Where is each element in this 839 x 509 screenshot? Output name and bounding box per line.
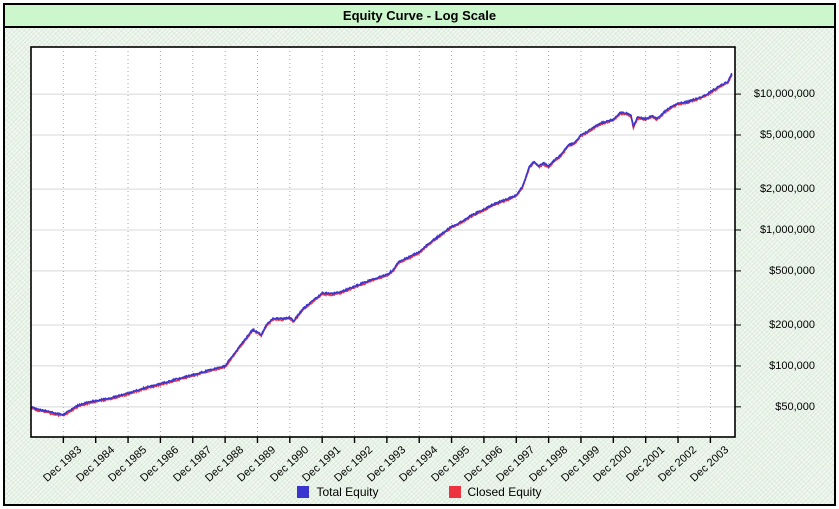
legend-item-closed-equity: Closed Equity [448,484,542,499]
legend-item-total-equity: Total Equity [297,484,379,499]
legend-label-closed-equity: Closed Equity [467,484,542,499]
chart-title: Equity Curve - Log Scale [342,8,497,23]
closed-equity-swatch-icon [448,485,461,498]
title-bar: Equity Curve - Log Scale [5,5,834,28]
chart-background [5,28,834,504]
total-equity-swatch-icon [297,485,310,498]
chart-frame: Equity Curve - Log Scale [3,3,836,506]
legend: Total Equity Closed Equity [0,483,839,500]
legend-label-total-equity: Total Equity [316,484,379,499]
